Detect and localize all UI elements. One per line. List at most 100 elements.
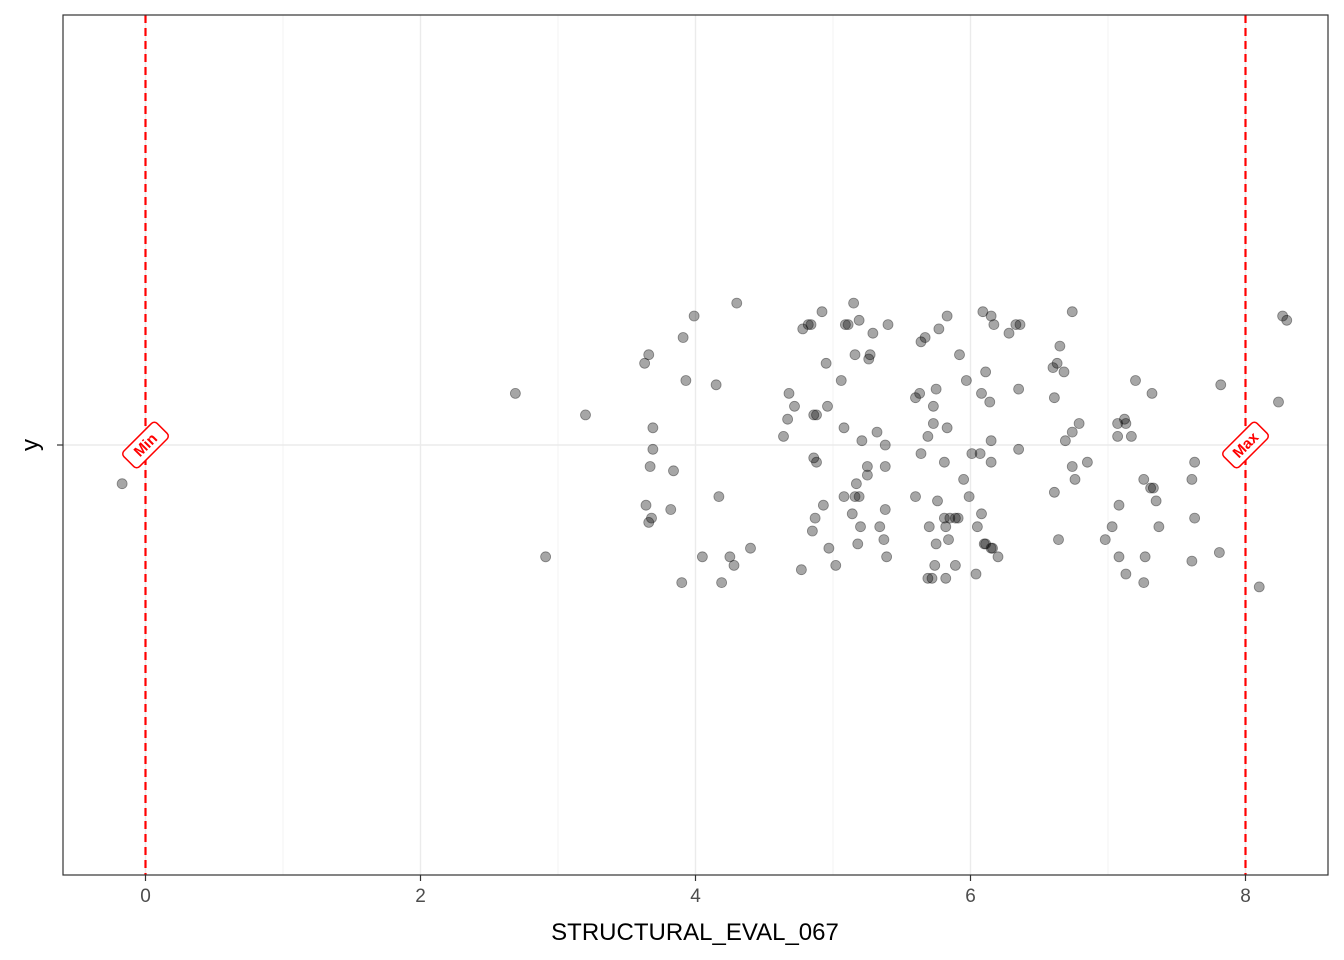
data-point [863,353,875,365]
data-point [820,357,832,369]
reference-labels: Min Max [122,421,1269,469]
data-point [647,422,659,434]
data-point [849,349,861,361]
data-point [958,473,970,485]
data-point [985,310,997,322]
data-point [976,387,987,399]
data-point [879,439,891,451]
data-point [816,306,828,318]
data-point [933,323,945,335]
data-point [922,572,934,584]
data-point [984,396,996,408]
data-point [580,409,591,421]
data-point [932,495,943,507]
data-point [949,512,961,524]
data-point [1189,456,1201,468]
data-point [1147,482,1159,494]
data-point [1138,577,1150,588]
data-point [980,366,992,378]
data-point [842,319,854,331]
data-point [1048,486,1060,498]
data-point [878,534,890,545]
data-point [985,435,997,447]
data-point [914,387,926,399]
data-point [808,409,820,421]
y-axis-title: y [17,439,44,451]
data-point [871,426,883,438]
data-point [853,491,865,503]
data-point [988,319,1000,331]
data-point [1120,418,1132,429]
data-point [806,525,818,537]
data-point [647,443,659,455]
data-point [1066,461,1078,472]
data-point [856,435,868,447]
data-point [938,512,950,524]
data-point [710,379,722,391]
data-point [688,310,700,322]
data-point [728,560,740,571]
data-point [949,560,961,571]
data-point [802,319,814,331]
data-point [1047,362,1059,374]
data-point [817,499,829,511]
data-point [1189,512,1201,524]
data-point [680,375,692,386]
data-point [643,517,655,528]
data-point [985,456,997,468]
data-point [861,461,873,472]
data-point [1058,366,1070,378]
data-point [795,564,807,576]
x-tick-label: 4 [690,886,701,907]
data-point [881,551,893,563]
data-point [867,327,879,339]
data-point [850,478,862,490]
data-point [646,512,657,524]
data-point [960,375,972,386]
data-point [823,542,835,554]
axes: 0 2 4 6 8 [57,444,1251,907]
data-point [1081,456,1093,468]
data-point [954,349,965,361]
data-point [778,430,789,442]
data-point [1281,314,1293,326]
data-point [882,319,894,331]
data-point [640,499,652,511]
data-point [1003,327,1015,339]
data-point [915,336,927,348]
data-point [879,461,891,472]
data-point [941,310,953,322]
data-point [676,577,688,588]
data-point [716,577,728,588]
data-point [838,422,850,434]
data-point [811,456,822,468]
data-point [987,542,998,554]
x-axis-title: STRUCTURAL_EVAL_067 [551,919,839,946]
data-point [1153,521,1165,533]
data-point [835,375,847,386]
data-point [879,504,891,515]
data-point [1146,387,1158,399]
data-point [977,306,989,318]
data-point [985,542,997,554]
data-point [974,448,986,460]
data-point [540,551,552,563]
data-point [966,448,978,460]
data-point [1073,418,1085,429]
data-point [915,448,927,460]
data-point [941,422,953,434]
data-point [938,456,950,468]
data-point [782,413,794,425]
data-point [1010,319,1022,331]
data-point [970,568,982,580]
data-point [874,521,886,533]
data-point [976,508,987,520]
data-point [668,465,679,477]
data-point [992,551,1004,563]
data-point [944,512,956,524]
data-point [665,504,677,515]
data-point [644,461,656,472]
data-point [839,319,851,331]
data-point [1053,534,1064,545]
